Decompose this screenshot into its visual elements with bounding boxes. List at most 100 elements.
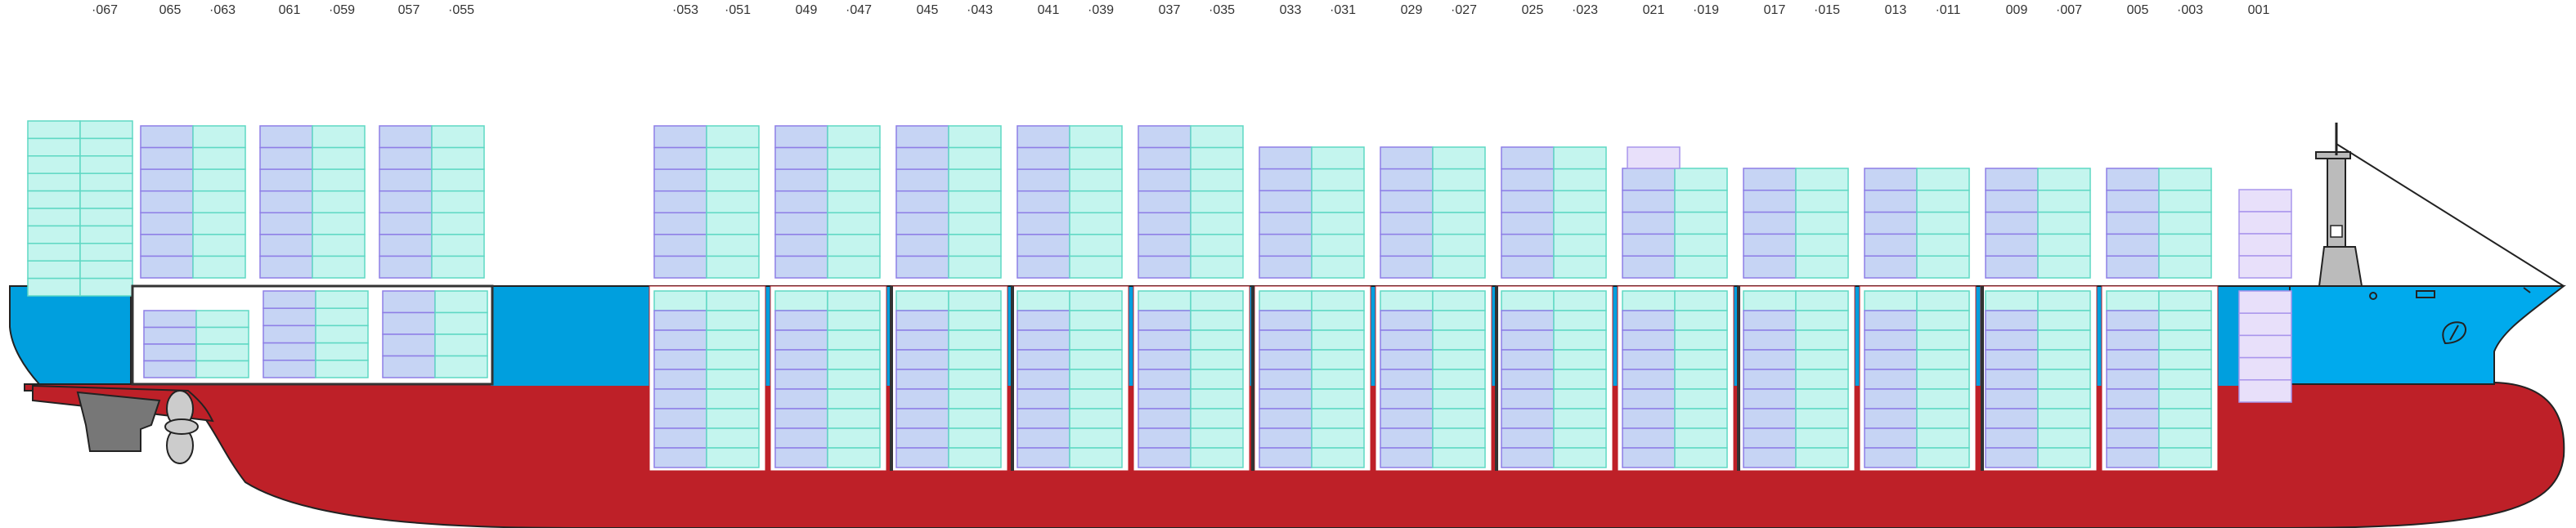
hold-container	[434, 290, 488, 314]
hold-container	[1432, 290, 1486, 311]
hold-container	[1138, 310, 1192, 331]
hold-container	[1674, 408, 1728, 429]
bay-label: ·063	[209, 3, 236, 17]
deck-container	[1743, 190, 1797, 213]
hold-container	[1432, 388, 1486, 409]
hold-container	[1380, 408, 1434, 429]
bay-label: ·047	[845, 3, 873, 17]
deck-container	[948, 190, 1002, 214]
hold-container	[2037, 369, 2091, 390]
deck-container	[259, 212, 313, 235]
hold-container	[1259, 447, 1313, 468]
deck-container	[948, 168, 1002, 192]
hull-blue-bow	[2289, 285, 2566, 385]
hold-container	[1190, 427, 1244, 449]
deck-container	[895, 146, 949, 170]
bay-label: 025	[1521, 3, 1544, 17]
deck-container	[259, 146, 313, 170]
hold-container	[1432, 329, 1486, 351]
deck-container	[192, 146, 246, 170]
deck-container	[192, 234, 246, 257]
hold-container	[706, 329, 760, 351]
bay-label: ·055	[447, 3, 475, 17]
deck-container	[1311, 255, 1365, 279]
hold-container	[1069, 388, 1123, 409]
hold-container	[1138, 290, 1192, 311]
hold-container	[1674, 329, 1728, 351]
deck-container	[27, 243, 81, 262]
deck-container	[653, 168, 707, 192]
deck-container	[706, 146, 760, 170]
hold-container	[1069, 329, 1123, 351]
hold-container	[1259, 349, 1313, 370]
hold-container	[1622, 388, 1676, 409]
deck-container	[827, 234, 881, 257]
deck-container	[1743, 233, 1797, 257]
deck-container	[1380, 233, 1434, 257]
hold-container	[1864, 310, 1918, 331]
hold-container	[2158, 329, 2212, 351]
hold-container	[263, 360, 316, 378]
deck-container	[140, 125, 194, 149]
deck-container	[140, 212, 194, 235]
hold-container	[1743, 447, 1797, 468]
hold-container	[1985, 369, 2039, 390]
hold-container	[1259, 329, 1313, 351]
deck-container	[1138, 255, 1192, 279]
bay-label: 001	[2247, 3, 2270, 17]
hold-container	[1795, 290, 1849, 311]
deck-container	[1674, 233, 1728, 257]
hold-container	[1138, 447, 1192, 468]
bay-label: 033	[1279, 3, 1302, 17]
deck-container	[27, 208, 81, 227]
deck-container	[1795, 168, 1849, 191]
hold-container	[1985, 447, 2039, 468]
hold-container	[1380, 388, 1434, 409]
hold-container	[1743, 369, 1797, 390]
hold-container	[1674, 427, 1728, 449]
deck-container	[1864, 255, 1918, 279]
hold-container	[774, 329, 828, 351]
bay-label: 013	[1884, 3, 1907, 17]
deck-container	[2158, 168, 2212, 191]
hold-container	[706, 408, 760, 429]
hold-container	[2238, 334, 2292, 359]
hold-container	[2158, 349, 2212, 370]
deck-container	[1311, 190, 1365, 213]
hold-container	[315, 307, 369, 327]
hold-container	[2037, 408, 2091, 429]
hold-container	[1311, 349, 1365, 370]
bay-label: ·043	[966, 3, 994, 17]
hold-container	[1380, 427, 1434, 449]
deck-container	[827, 146, 881, 170]
deck-container	[259, 234, 313, 257]
deck-container	[1138, 190, 1192, 214]
deck-container	[1069, 255, 1123, 279]
hold-container	[1674, 369, 1728, 390]
hold-container	[2238, 312, 2292, 337]
hold-container	[1138, 388, 1192, 409]
hold-container	[382, 333, 436, 357]
deck-container	[2037, 211, 2091, 235]
hold-container	[1138, 408, 1192, 429]
hold-container	[1311, 369, 1365, 390]
hold-container	[827, 388, 881, 409]
deck-container	[1622, 168, 1676, 191]
deck-container	[79, 172, 133, 192]
hold-container	[1311, 290, 1365, 311]
deck-container	[1432, 146, 1486, 170]
deck-container	[1259, 190, 1313, 213]
deck-container	[1016, 146, 1070, 170]
bay-label: 029	[1400, 3, 1423, 17]
deck-container	[140, 255, 194, 279]
hold-container	[1864, 447, 1918, 468]
hold-container	[1016, 329, 1070, 351]
deck-container	[1432, 255, 1486, 279]
deck-container	[27, 260, 81, 280]
bay-label: ·003	[2176, 3, 2204, 17]
deck-container	[2158, 190, 2212, 213]
deck-container	[1985, 168, 2039, 191]
deck-container	[1190, 168, 1244, 192]
hold-container	[2037, 329, 2091, 351]
hold-container	[1553, 329, 1607, 351]
